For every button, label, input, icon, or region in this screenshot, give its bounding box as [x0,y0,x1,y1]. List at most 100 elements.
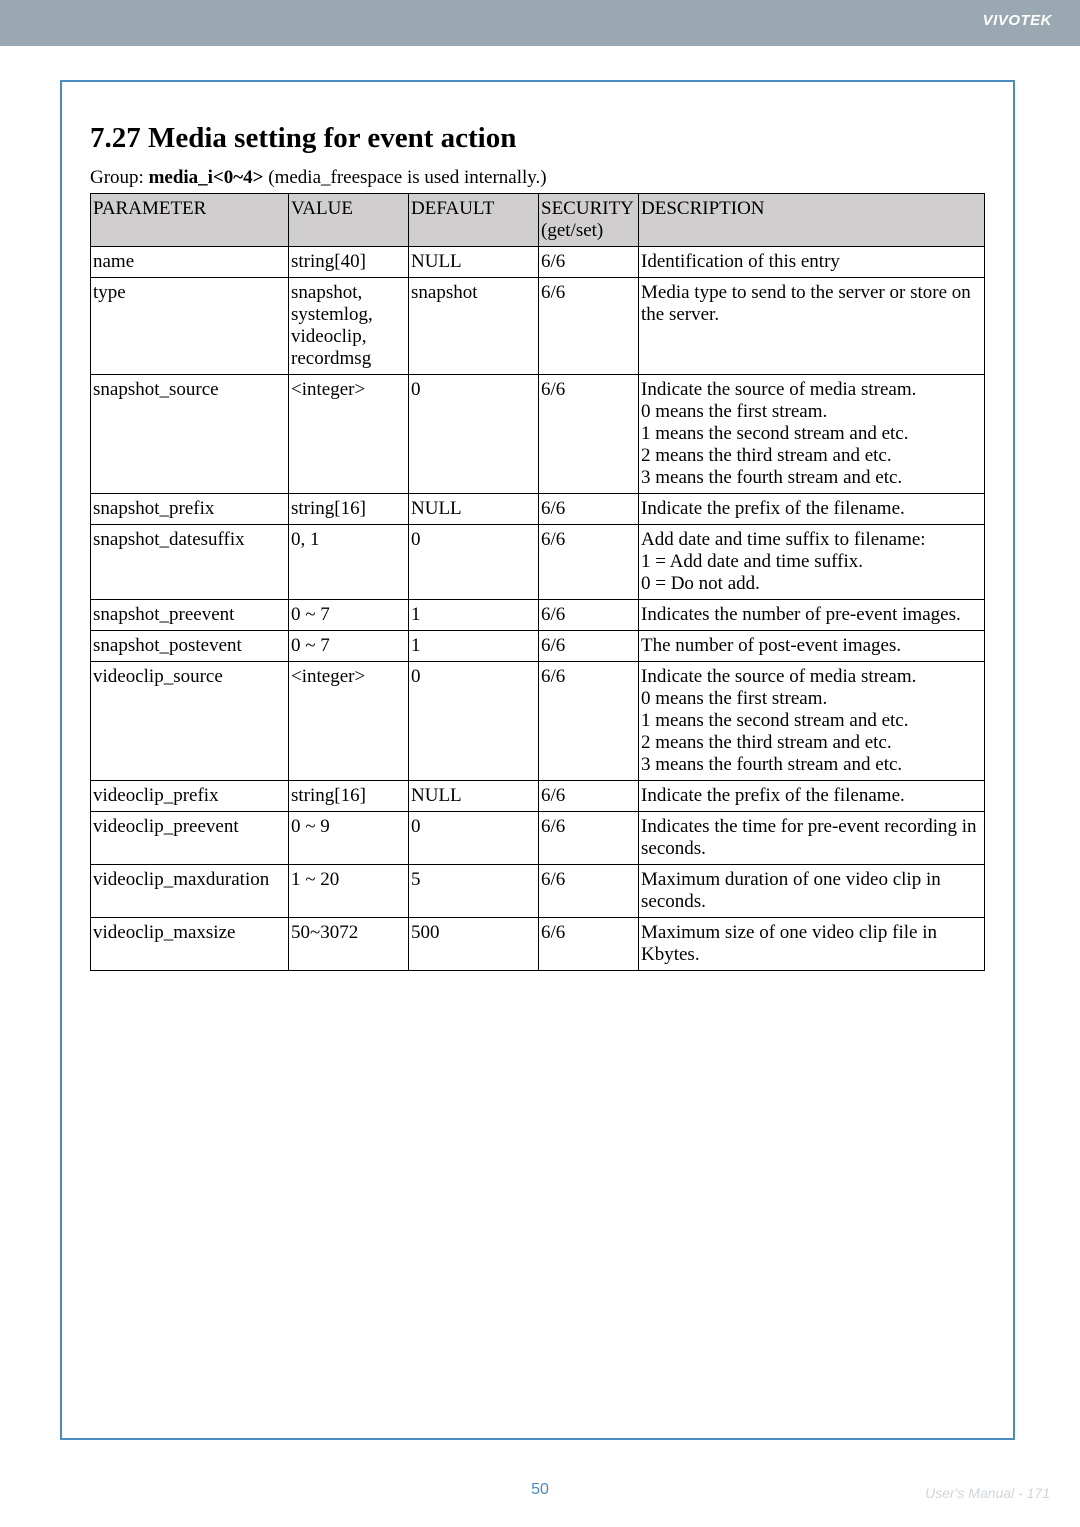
th-value: VALUE [289,194,409,247]
th-parameter: PARAMETER [91,194,289,247]
cell-parameter: videoclip_prefix [91,781,289,812]
th-security-bottom: (get/set) [541,220,603,241]
description-line: 3 means the fourth stream and etc. [641,754,980,776]
cell-description: Indicate the source of media stream.0 me… [639,662,985,781]
cell-security: 6/6 [539,525,639,600]
cell-default: snapshot [409,278,539,375]
table-row: videoclip_maxsize50~30725006/6Maximum si… [91,918,985,971]
cell-description: Indicate the source of media stream.0 me… [639,375,985,494]
table-row: videoclip_maxduration1 ~ 2056/6Maximum d… [91,865,985,918]
group-suffix: (media_freespace is used internally.) [264,167,547,188]
cell-security: 6/6 [539,918,639,971]
description-line: 1 means the second stream and etc. [641,423,980,445]
table-row: videoclip_preevent0 ~ 906/6Indicates the… [91,812,985,865]
description-line: Identification of this entry [641,251,980,273]
cell-default: 5 [409,865,539,918]
cell-description: Maximum duration of one video clip in se… [639,865,985,918]
cell-value: 0, 1 [289,525,409,600]
cell-description: Indicates the number of pre-event images… [639,600,985,631]
description-line: 0 = Do not add. [641,573,980,595]
cell-parameter: videoclip_maxduration [91,865,289,918]
description-line: Indicate the source of media stream. [641,379,980,401]
parameter-table: PARAMETER VALUE DEFAULT SECURITY (get/se… [90,193,985,971]
cell-description: Identification of this entry [639,247,985,278]
table-header-row: PARAMETER VALUE DEFAULT SECURITY (get/se… [91,194,985,247]
cell-parameter: snapshot_datesuffix [91,525,289,600]
cell-description: Indicate the prefix of the filename. [639,781,985,812]
description-line: Add date and time suffix to filename: [641,529,980,551]
cell-description: Indicate the prefix of the filename. [639,494,985,525]
table-row: videoclip_prefixstring[16]NULL6/6Indicat… [91,781,985,812]
cell-value: snapshot, systemlog, videoclip, recordms… [289,278,409,375]
description-line: 2 means the third stream and etc. [641,732,980,754]
table-row: snapshot_postevent0 ~ 716/6The number of… [91,631,985,662]
content-frame: 7.27 Media setting for event action Grou… [60,80,1015,1440]
cell-value: string[16] [289,494,409,525]
cell-default: 1 [409,631,539,662]
th-security-top: SECURITY [541,198,634,219]
cell-security: 6/6 [539,812,639,865]
cell-parameter: videoclip_preevent [91,812,289,865]
cell-default: 0 [409,662,539,781]
table-row: snapshot_source<integer>06/6Indicate the… [91,375,985,494]
cell-parameter: type [91,278,289,375]
cell-parameter: name [91,247,289,278]
cell-value: 0 ~ 7 [289,600,409,631]
cell-default: 1 [409,600,539,631]
cell-parameter: snapshot_postevent [91,631,289,662]
cell-security: 6/6 [539,375,639,494]
cell-value: <integer> [289,375,409,494]
cell-security: 6/6 [539,781,639,812]
cell-description: The number of post-event images. [639,631,985,662]
page-number: 50 [531,1481,549,1499]
cell-security: 6/6 [539,600,639,631]
cell-value: string[40] [289,247,409,278]
description-line: Indicates the number of pre-event images… [641,604,980,626]
cell-value: 0 ~ 7 [289,631,409,662]
cell-description: Indicates the time for pre-event recordi… [639,812,985,865]
cell-security: 6/6 [539,278,639,375]
description-line: Maximum duration of one video clip in se… [641,869,980,913]
cell-security: 6/6 [539,662,639,781]
page: VIVOTEK 7.27 Media setting for event act… [0,0,1080,1527]
table-row: namestring[40]NULL6/6Identification of t… [91,247,985,278]
description-line: The number of post-event images. [641,635,980,657]
table-row: snapshot_datesuffix0, 106/6Add date and … [91,525,985,600]
cell-description: Maximum size of one video clip file in K… [639,918,985,971]
description-line: 3 means the fourth stream and etc. [641,467,980,489]
cell-security: 6/6 [539,865,639,918]
cell-default: NULL [409,494,539,525]
group-line: Group: media_i<0~4> (media_freespace is … [90,167,985,189]
th-security: SECURITY (get/set) [539,194,639,247]
description-line: 0 means the first stream. [641,401,980,423]
cell-value: string[16] [289,781,409,812]
table-row: snapshot_preevent0 ~ 716/6Indicates the … [91,600,985,631]
description-line: 2 means the third stream and etc. [641,445,980,467]
header-band: VIVOTEK [0,0,1080,46]
brand-label: VIVOTEK [983,12,1052,29]
footer-manual-text: User's Manual - 171 [925,1485,1050,1501]
table-body: namestring[40]NULL6/6Identification of t… [91,247,985,971]
cell-default: 0 [409,375,539,494]
description-line: Indicate the prefix of the filename. [641,785,980,807]
description-line: 0 means the first stream. [641,688,980,710]
cell-value: 0 ~ 9 [289,812,409,865]
cell-parameter: snapshot_prefix [91,494,289,525]
cell-parameter: snapshot_source [91,375,289,494]
cell-parameter: videoclip_maxsize [91,918,289,971]
table-row: typesnapshot, systemlog, videoclip, reco… [91,278,985,375]
cell-default: 0 [409,525,539,600]
description-line: Maximum size of one video clip file in K… [641,922,980,966]
table-row: snapshot_prefixstring[16]NULL6/6Indicate… [91,494,985,525]
group-name: media_i<0~4> [149,167,264,188]
description-line: Indicates the time for pre-event recordi… [641,816,980,860]
cell-security: 6/6 [539,247,639,278]
cell-default: 0 [409,812,539,865]
table-row: videoclip_source<integer>06/6Indicate th… [91,662,985,781]
cell-description: Media type to send to the server or stor… [639,278,985,375]
cell-security: 6/6 [539,494,639,525]
th-description: DESCRIPTION [639,194,985,247]
cell-security: 6/6 [539,631,639,662]
cell-parameter: snapshot_preevent [91,600,289,631]
section-title: 7.27 Media setting for event action [90,122,985,155]
